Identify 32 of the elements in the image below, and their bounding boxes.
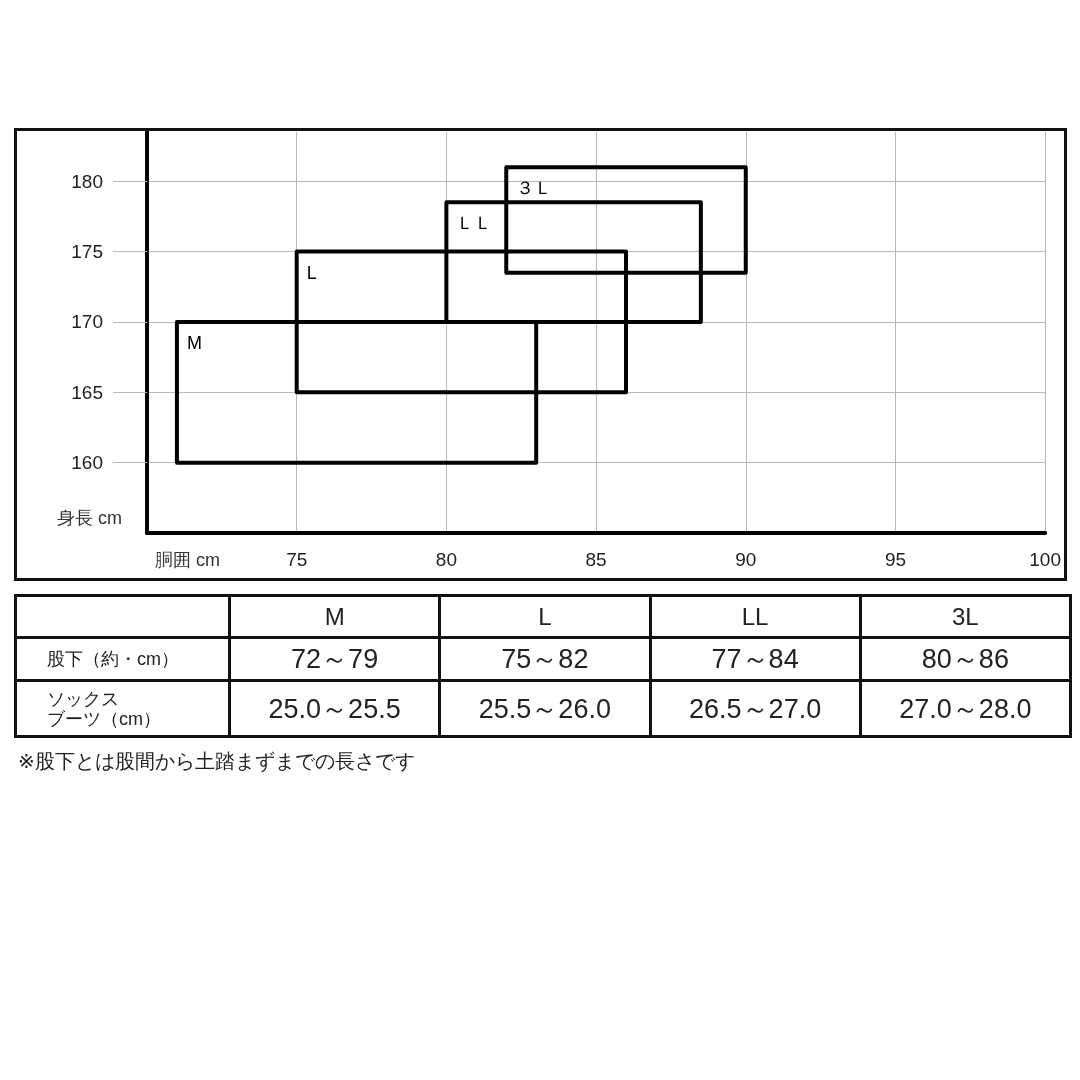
series-label: ＬＬ: [456, 213, 493, 234]
category-label: ソックスブーツ（cm）: [47, 688, 161, 729]
x-tick-label: 90: [735, 549, 757, 570]
text: 25.5～26.0: [478, 693, 611, 724]
category-label: LL: [650, 595, 861, 638]
category-label: L: [439, 595, 650, 638]
category-label: 3L: [860, 595, 1071, 638]
y-tick-label: 160: [71, 452, 103, 474]
text: 75～82: [501, 644, 589, 674]
x-tick-label: 100: [1029, 549, 1061, 570]
y-tick-label: 180: [71, 170, 103, 192]
x-tick-label: 85: [585, 549, 607, 570]
y-tick-label: 170: [71, 311, 103, 333]
text: 72～79: [291, 644, 379, 674]
y-axis-title: 身長 cm: [57, 508, 122, 528]
text: 77～84: [711, 644, 799, 674]
text: 80～86: [921, 644, 1009, 674]
text: ※股下とは股間から土踏まずまでの長さです: [18, 749, 416, 774]
x-tick-label: 75: [286, 549, 308, 570]
y-tick-label: 175: [71, 241, 103, 263]
series-label: ３Ｌ: [516, 178, 553, 199]
x-tick-label: 95: [884, 549, 907, 570]
text: 25.0～25.5: [268, 693, 401, 724]
x-axis-title: 胴囲 cm: [155, 550, 220, 570]
series-label: L: [306, 262, 317, 283]
text: 26.5～27.0: [689, 693, 822, 724]
category-label: M: [229, 595, 440, 638]
y-tick-label: 165: [71, 381, 103, 403]
category-label: 股下（約・cm）: [47, 649, 179, 669]
x-tick-label: 80: [435, 549, 457, 570]
series-label: M: [186, 332, 202, 353]
text: 27.0～28.0: [899, 693, 1032, 724]
